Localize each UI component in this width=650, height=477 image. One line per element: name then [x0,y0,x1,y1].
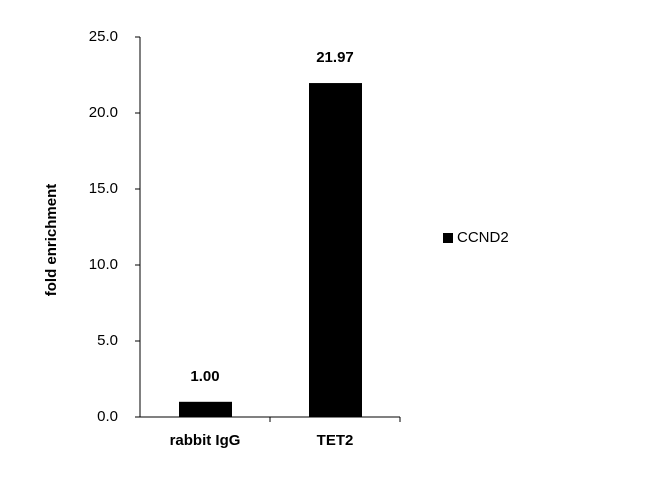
y-tick-label: 10.0 [89,256,118,273]
legend-label: CCND2 [457,229,509,246]
bar [179,401,232,417]
data-label: 1.00 [190,368,219,385]
y-tick-label: 0.0 [97,408,118,425]
x-tick-label: rabbit IgG [170,432,241,449]
y-tick-label: 20.0 [89,104,118,121]
data-label: 21.97 [316,49,354,66]
y-tick-label: 15.0 [89,180,118,197]
legend-swatch [443,233,453,243]
bar [309,83,362,417]
y-axis-label: fold enrichment [43,184,60,297]
y-tick-label: 5.0 [97,332,118,349]
x-tick-label: TET2 [317,432,354,449]
y-tick-label: 25.0 [89,28,118,45]
